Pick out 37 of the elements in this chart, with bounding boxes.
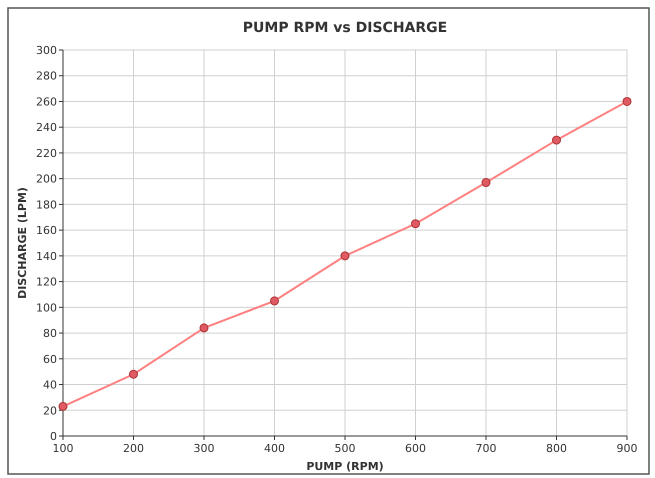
y-tick-label: 240 <box>36 121 57 134</box>
point <box>552 136 561 145</box>
y-tick-label: 40 <box>43 378 57 392</box>
point <box>200 323 208 332</box>
x-tick-label: 400 <box>264 442 285 455</box>
y-tick-label: 20 <box>43 404 57 418</box>
y-tick-label: 160 <box>36 224 57 238</box>
y-tick-label: 220 <box>36 146 57 160</box>
y-tick-label: 300 <box>36 44 57 57</box>
y-tick-label: 260 <box>36 95 57 108</box>
y-tick-label: 100 <box>36 301 57 314</box>
x-tick-label: 900 <box>616 442 638 455</box>
point <box>129 370 138 379</box>
y-tick-label: 120 <box>36 276 57 289</box>
y-tick-label: 200 <box>36 172 57 186</box>
y-tick-label: 60 <box>43 352 57 366</box>
x-axis-title: PUMP (RPM) <box>306 460 384 473</box>
point <box>622 96 632 106</box>
point <box>411 219 420 228</box>
x-tick-label: 700 <box>476 442 496 455</box>
y-axis-title: DISCHARGE (LPM) <box>16 187 29 299</box>
point <box>58 402 68 411</box>
point <box>482 178 490 188</box>
y-tick-label: 180 <box>36 198 57 212</box>
chart-title: PUMP RPM vs DISCHARGE <box>242 20 448 36</box>
x-tick-label: 200 <box>123 442 144 455</box>
y-tick-label: 140 <box>36 250 57 263</box>
point <box>270 296 279 306</box>
y-tick-label: 80 <box>43 327 57 340</box>
point <box>340 251 350 260</box>
x-tick-label: 100 <box>52 442 74 455</box>
y-tick-label: 0 <box>50 430 57 443</box>
x-tick-label: 500 <box>334 442 356 455</box>
x-tick-label: 600 <box>405 442 426 455</box>
x-tick-label: 800 <box>546 442 567 455</box>
y-tick-label: 280 <box>36 70 57 83</box>
x-tick-label: 300 <box>194 442 214 455</box>
